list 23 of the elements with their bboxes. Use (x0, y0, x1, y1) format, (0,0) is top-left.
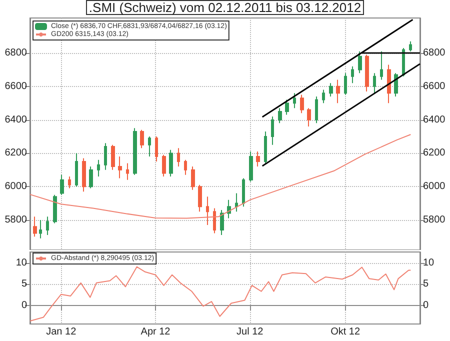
x-tick-label: Jul 12 (236, 326, 264, 338)
x-tick-label: Okt 12 (330, 326, 360, 338)
y2-tick-label: 6600 (423, 80, 446, 92)
y-tick-label: 5800 (4, 214, 28, 226)
y-tick-label: 6400 (4, 114, 28, 126)
y-tick-label: 6000 (4, 181, 28, 192)
y2-tick-label: 6800 (423, 48, 446, 59)
y-tick-label: 0 (21, 300, 28, 311)
y-tick-label: 6800 (4, 48, 28, 59)
x-tick-label: Jan 12 (46, 326, 77, 338)
x-tick-label: Apr 12 (140, 326, 171, 338)
y2-tick-label: 6200 (423, 148, 446, 159)
y-tick-label: 5 (21, 278, 28, 290)
y2-tick-label: 10 (423, 258, 435, 269)
y2-tick-label: 6400 (423, 114, 446, 126)
y-tick-label: 10 (16, 258, 28, 269)
y2-tick-label: 6000 (423, 181, 446, 192)
chart-title: .SMI (Schweiz) vom 02.12.2011 bis 03.12.2012 (88, 0, 362, 15)
y-tick-label: 6200 (4, 148, 28, 159)
y2-tick-label: 0 (423, 300, 429, 311)
y2-tick-label: 5 (423, 278, 429, 290)
y2-tick-label: 5800 (423, 214, 446, 226)
y-tick-label: 6600 (4, 80, 28, 92)
